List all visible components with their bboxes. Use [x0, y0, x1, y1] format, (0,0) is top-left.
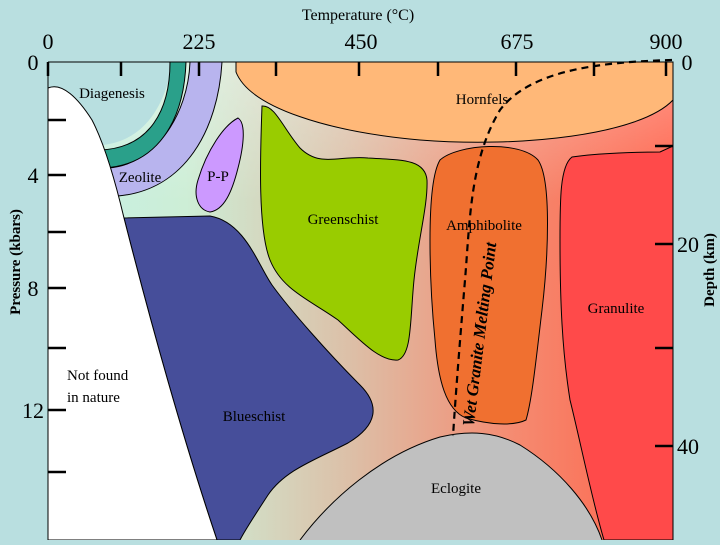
granulite-label: Granulite	[588, 301, 645, 317]
eclogite-label: Eclogite	[431, 481, 481, 497]
top-axis-ticks	[46, 62, 668, 76]
top-tick-label: 0	[43, 29, 54, 54]
greenschist-region	[259, 105, 428, 361]
eclogite-region	[300, 433, 602, 540]
pp-region	[195, 117, 244, 213]
left-tick-label: 4	[28, 163, 39, 188]
eclogite-outline	[299, 432, 603, 541]
amphibolite-label: Amphibolite	[446, 218, 522, 234]
zeolite-label: Zeolite	[119, 170, 162, 186]
wet-granite-melting-curve	[451, 58, 673, 437]
left-tick-label: 0	[28, 50, 39, 75]
not-found-region	[47, 86, 218, 541]
depth-axis-title: Depth (km)	[702, 233, 718, 307]
right-tick-label: 20	[677, 232, 699, 257]
not-found-label-line1: Not found	[67, 368, 129, 384]
right-tick-label: 40	[677, 434, 699, 459]
right-tick-label: 0	[682, 50, 693, 75]
pp-label: P-P	[207, 169, 229, 185]
top-tick-label: 900	[650, 29, 683, 54]
top-tick-label: 225	[183, 29, 216, 54]
top-tick-label: 675	[501, 29, 534, 54]
right-axis-ticks	[655, 144, 673, 448]
top-tick-label: 450	[345, 29, 378, 54]
not-found-label-line2: in nature	[67, 390, 120, 406]
left-axis-ticks	[48, 118, 66, 474]
diagenesis-label: Diagenesis	[79, 86, 145, 102]
pressure-axis-title: Pressure (kbars)	[8, 209, 24, 315]
left-tick-label: 12	[22, 398, 44, 423]
greenschist-label: Greenschist	[308, 212, 380, 228]
left-tick-label: 8	[28, 276, 39, 301]
hornfels-region	[235, 61, 674, 143]
blueschist-label: Blueschist	[223, 409, 286, 425]
granulite-region	[559, 145, 674, 541]
hornfels-label: Hornfels	[456, 92, 509, 108]
temperature-axis-title: Temperature (°C)	[302, 7, 414, 24]
